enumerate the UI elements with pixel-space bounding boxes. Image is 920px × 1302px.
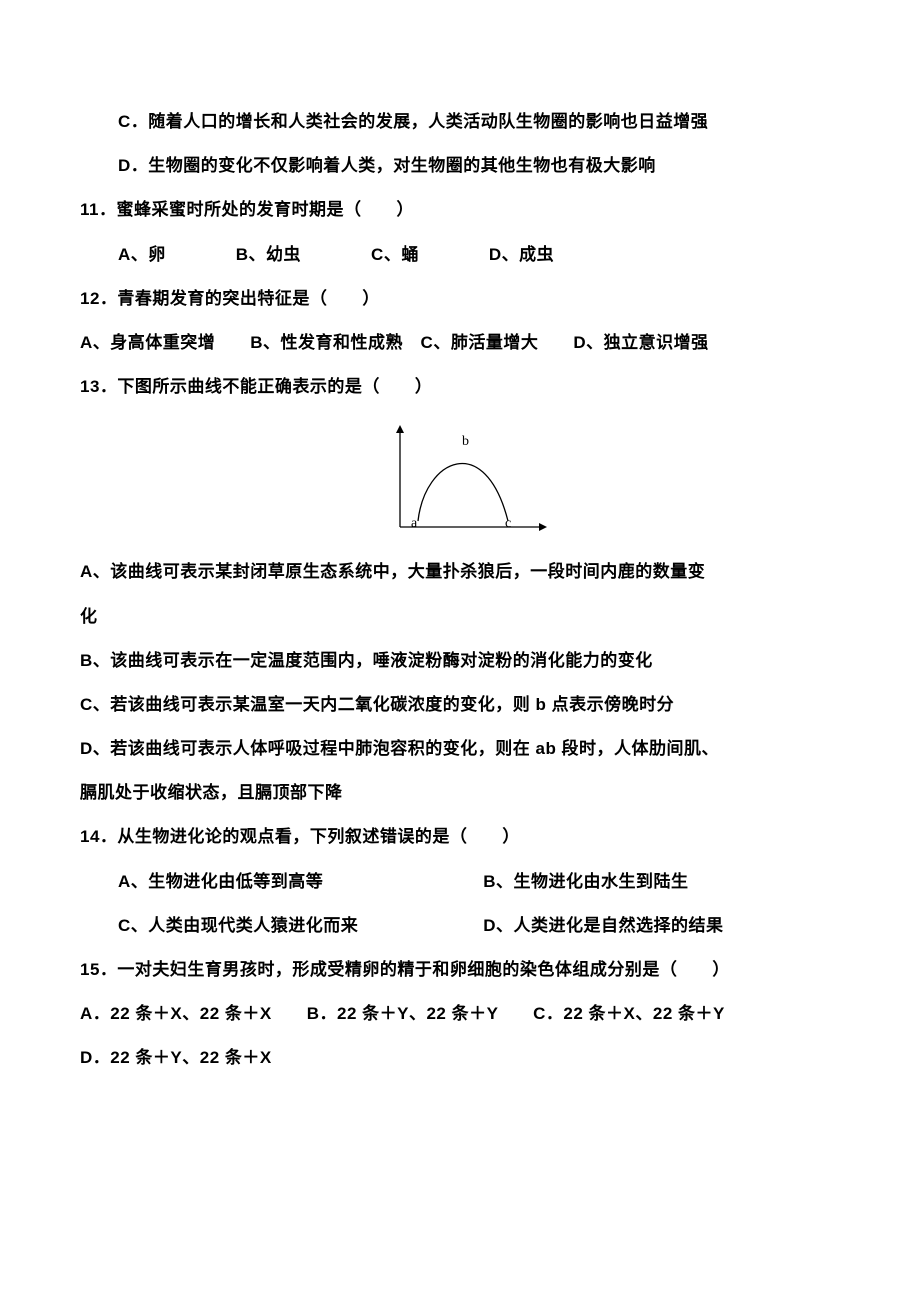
q13-option-d-cont: 膈肌处于收缩状态，且膈顶部下降 (80, 771, 850, 815)
question-12-options: A、身高体重突增 B、性发育和性成熟 C、肺活量增大 D、独立意识增强 (80, 321, 850, 365)
q14-option-c: C、人类由现代类人猿进化而来 (118, 904, 478, 948)
prev-option-c: C．随着人口的增长和人类社会的发展，人类活动队生物圈的影响也日益增强 (80, 100, 850, 144)
question-15: 15．一对夫妇生育男孩时，形成受精卵的精于和卵细胞的染色体组成分别是（ ） (80, 948, 850, 992)
svg-text:b: b (462, 434, 469, 449)
q13-option-c: C、若该曲线可表示某温室一天内二氧化碳浓度的变化，则 b 点表示傍晚时分 (80, 683, 850, 727)
question-12: 12．青春期发育的突出特征是（ ） (80, 277, 850, 321)
question-13: 13．下图所示曲线不能正确表示的是（ ） (80, 365, 850, 409)
svg-text:a: a (411, 516, 418, 531)
q14-option-d: D、人类进化是自然选择的结果 (483, 916, 723, 935)
question-11-options: A、卵 B、幼虫 C、蛹 D、成虫 (80, 233, 850, 277)
question-11: 11．蜜蜂采蜜时所处的发育时期是（ ） (80, 188, 850, 232)
prev-option-d: D．生物圈的变化不仅影响着人类，对生物圈的其他生物也有极大影响 (80, 144, 850, 188)
q13-option-a: A、该曲线可表示某封闭草原生态系统中，大量扑杀狼后，一段时间内鹿的数量变 (80, 550, 850, 594)
q14-row1: A、生物进化由低等到高等 B、生物进化由水生到陆生 (80, 860, 850, 904)
q15-options: A．22 条＋X、22 条＋X B．22 条＋Y、22 条＋Y C．22 条＋X… (80, 992, 850, 1036)
svg-text:c: c (505, 516, 511, 531)
q13-option-a-cont: 化 (80, 595, 850, 639)
q13-option-d: D、若该曲线可表示人体呼吸过程中肺泡容积的变化，则在 ab 段时，人体肋间肌、 (80, 727, 850, 771)
q13-option-b: B、该曲线可表示在一定温度范围内，唾液淀粉酶对淀粉的消化能力的变化 (80, 639, 850, 683)
q14-option-a: A、生物进化由低等到高等 (118, 860, 478, 904)
q14-option-b: B、生物进化由水生到陆生 (483, 872, 688, 891)
q14-row2: C、人类由现代类人猿进化而来 D、人类进化是自然选择的结果 (80, 904, 850, 948)
question-14: 14．从生物进化论的观点看，下列叙述错误的是（ ） (80, 815, 850, 859)
curve-svg: a b c (380, 419, 550, 544)
curve-chart: a b c (80, 419, 850, 544)
q15-option-d: D．22 条＋Y、22 条＋X (80, 1036, 850, 1080)
